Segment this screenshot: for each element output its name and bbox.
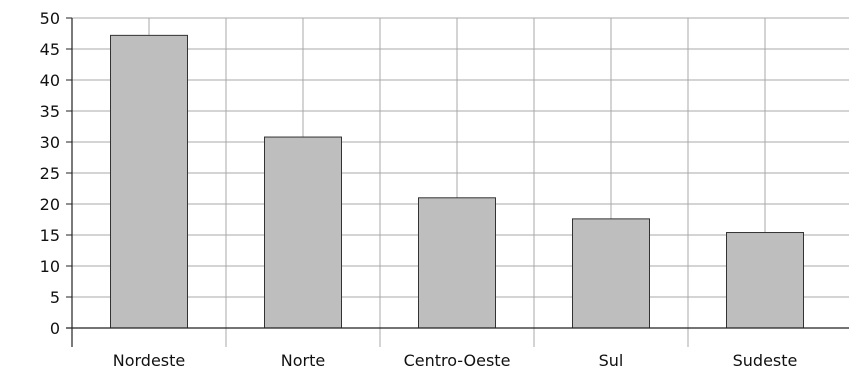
- y-tick-label: 15: [40, 226, 60, 245]
- y-tick-label: 35: [40, 102, 60, 121]
- y-tick-label: 25: [40, 164, 60, 183]
- y-tick-label: 30: [40, 133, 60, 152]
- x-tick-labels: Nordeste Norte Centro-Oeste Sul Sudeste: [113, 351, 798, 370]
- y-tick-label: 0: [50, 319, 60, 338]
- x-tick-label: Centro-Oeste: [404, 351, 511, 370]
- y-tick-label: 40: [40, 71, 60, 90]
- x-tick-label: Sul: [599, 351, 624, 370]
- y-tick-label: 10: [40, 257, 60, 276]
- axes: [66, 17, 849, 347]
- x-tick-label: Nordeste: [113, 351, 186, 370]
- bar-nordeste: [110, 34, 188, 329]
- y-tick-label: 20: [40, 195, 60, 214]
- bar-sul: [572, 218, 650, 329]
- bar-norte: [264, 136, 342, 329]
- x-tick-label: Norte: [281, 351, 325, 370]
- y-tick-label: 5: [50, 288, 60, 307]
- y-tick-label: 50: [40, 9, 60, 28]
- bar-centro-oeste: [418, 197, 496, 329]
- y-tick-label: 45: [40, 40, 60, 59]
- bar-sudeste: [726, 232, 804, 329]
- y-tick-labels: 0 5 10 15 20 25 30 35 40 45 50: [40, 9, 60, 338]
- bars: [110, 34, 804, 329]
- x-tick-label: Sudeste: [733, 351, 798, 370]
